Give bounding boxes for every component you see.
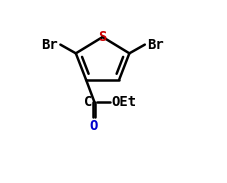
Text: S: S <box>99 30 107 44</box>
Text: C: C <box>84 95 92 109</box>
Text: O: O <box>90 119 98 133</box>
Text: Br: Br <box>148 38 164 52</box>
Text: OEt: OEt <box>111 95 136 109</box>
Text: Br: Br <box>41 38 58 52</box>
